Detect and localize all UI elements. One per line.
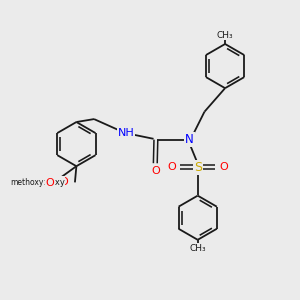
Text: methoxy: methoxy: [28, 178, 65, 187]
Text: methoxy: methoxy: [10, 178, 44, 188]
Text: O: O: [59, 177, 68, 188]
Text: S: S: [194, 160, 202, 174]
Text: CH₃: CH₃: [189, 244, 206, 253]
Text: O: O: [46, 178, 54, 188]
Text: O: O: [151, 167, 160, 176]
Text: N: N: [185, 133, 194, 146]
Text: NH: NH: [118, 128, 134, 138]
Text: O: O: [168, 162, 176, 172]
Text: O: O: [219, 162, 228, 172]
Text: CH₃: CH₃: [217, 31, 233, 40]
